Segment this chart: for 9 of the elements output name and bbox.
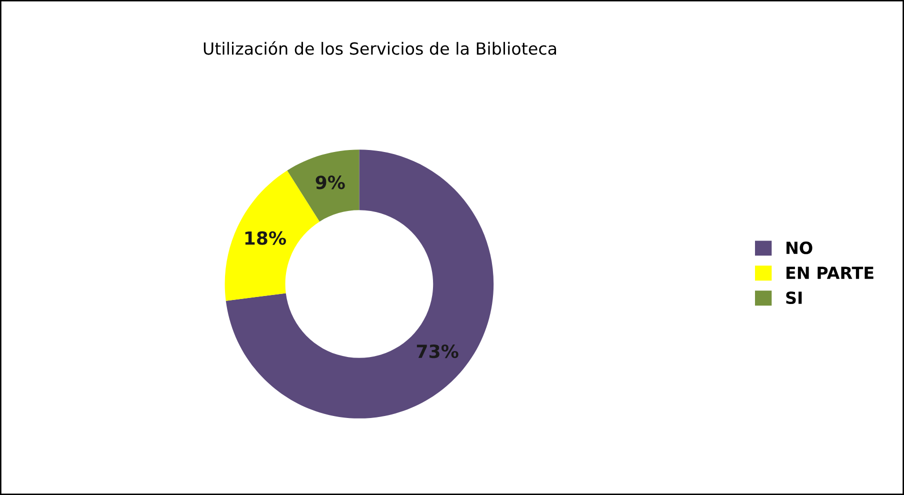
chart-title: Utilización de los Servicios de la Biblioteca	[204, 41, 556, 55]
data-label: 73%	[416, 344, 458, 358]
donut-slice	[226, 150, 494, 418]
donut-slice	[287, 150, 360, 222]
legend-label: NO	[786, 242, 812, 254]
data-label: 9%	[316, 176, 345, 190]
data-label: 18%	[245, 231, 286, 245]
legend-label: EN PARTE	[786, 266, 874, 279]
legend-label: SI	[786, 291, 802, 304]
